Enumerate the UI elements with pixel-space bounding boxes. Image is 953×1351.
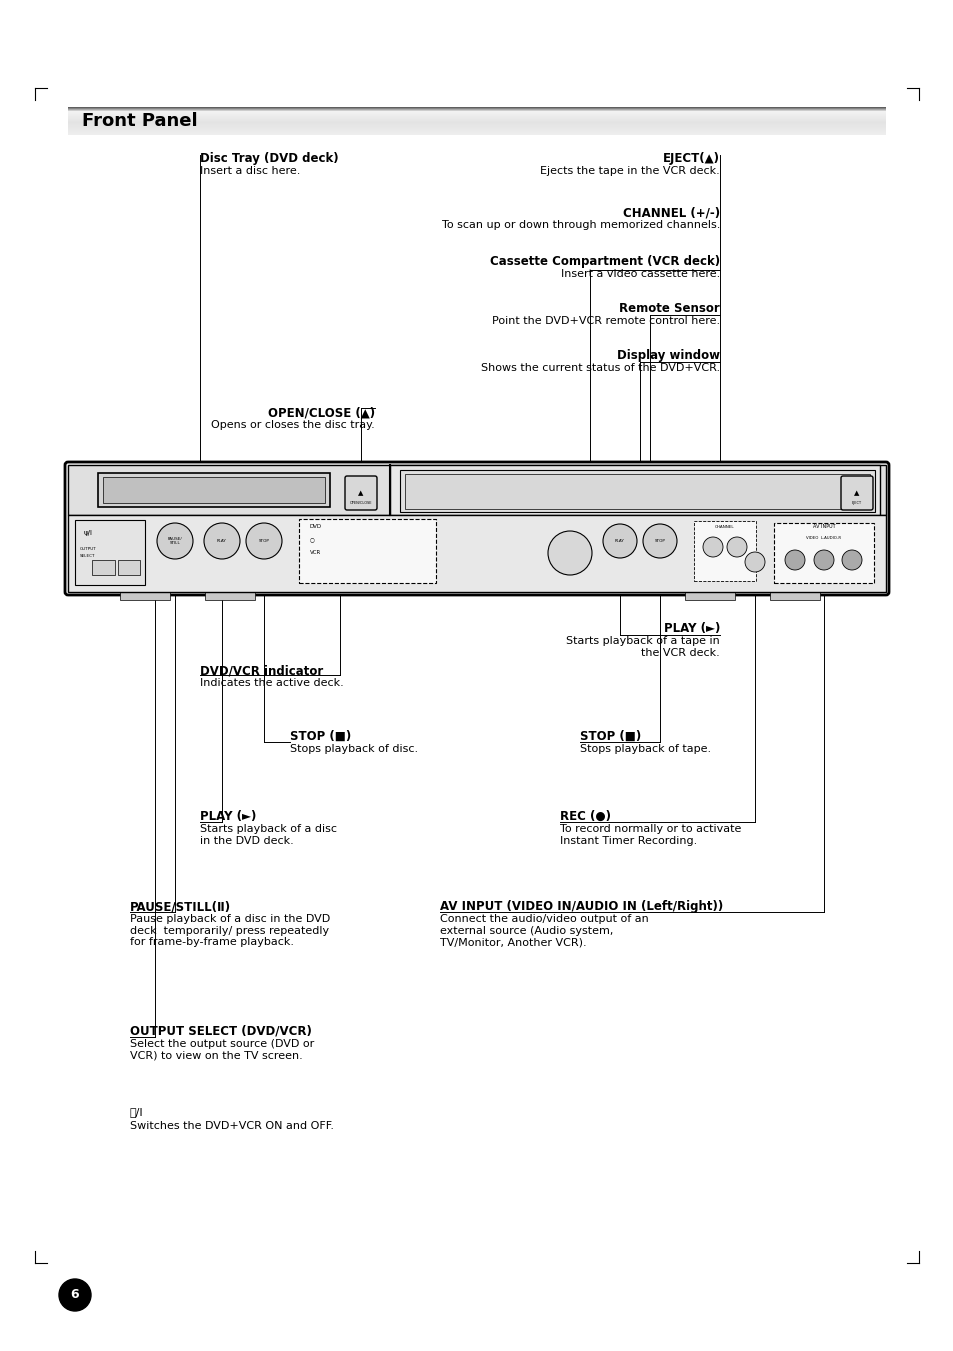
Text: Select the output source (DVD or
VCR) to view on the TV screen.: Select the output source (DVD or VCR) to…	[130, 1039, 314, 1061]
Text: Opens or closes the disc tray.: Opens or closes the disc tray.	[211, 420, 375, 430]
Text: Cassette Compartment (VCR deck): Cassette Compartment (VCR deck)	[489, 255, 720, 267]
Circle shape	[642, 524, 677, 558]
FancyBboxPatch shape	[65, 462, 888, 594]
Text: PAUSE/
STILL: PAUSE/ STILL	[168, 536, 182, 546]
Text: REC (●): REC (●)	[559, 811, 610, 823]
Text: Insert a disc here.: Insert a disc here.	[200, 166, 300, 176]
FancyBboxPatch shape	[693, 521, 755, 581]
Text: OPEN/CLOSE (▲): OPEN/CLOSE (▲)	[268, 407, 375, 419]
Bar	[91, 561, 115, 576]
FancyBboxPatch shape	[298, 519, 436, 584]
Bar	[390, 465, 879, 515]
Text: DVD/VCR indicator: DVD/VCR indicator	[200, 663, 323, 677]
Circle shape	[157, 523, 193, 559]
Text: Switches the DVD+VCR ON and OFF.: Switches the DVD+VCR ON and OFF.	[130, 1121, 334, 1131]
Circle shape	[204, 523, 240, 559]
Text: ▲: ▲	[358, 490, 363, 496]
Circle shape	[744, 553, 764, 571]
Circle shape	[726, 536, 746, 557]
Text: To record normally or to activate
Instant Timer Recording.: To record normally or to activate Instan…	[559, 824, 740, 846]
Bar	[68, 465, 885, 515]
Text: PLAY (►): PLAY (►)	[200, 811, 256, 823]
Text: AV INPUT: AV INPUT	[812, 524, 835, 530]
Text: PAUSE/STILL(Ⅱ): PAUSE/STILL(Ⅱ)	[130, 900, 231, 913]
Text: EJECT(▲): EJECT(▲)	[662, 153, 720, 165]
Text: PLAY: PLAY	[217, 539, 227, 543]
Circle shape	[784, 550, 804, 570]
Text: PLAY (►): PLAY (►)	[663, 621, 720, 635]
Bar	[405, 474, 869, 509]
Text: AV INPUT (VIDEO IN/AUDIO IN (Left/Right)): AV INPUT (VIDEO IN/AUDIO IN (Left/Right)…	[439, 900, 722, 913]
Text: STOP: STOP	[654, 539, 665, 543]
Bar	[205, 588, 254, 600]
Circle shape	[547, 531, 592, 576]
Text: Indicates the active deck.: Indicates the active deck.	[200, 678, 343, 688]
Bar	[68, 515, 885, 592]
Text: To scan up or down through memorized channels.: To scan up or down through memorized cha…	[441, 220, 720, 230]
Bar	[399, 470, 874, 512]
Text: ⏻/I: ⏻/I	[130, 1106, 144, 1117]
Text: Stops playback of disc.: Stops playback of disc.	[290, 744, 417, 754]
Text: ψ/I: ψ/I	[84, 530, 92, 536]
Text: Point the DVD+VCR remote control here.: Point the DVD+VCR remote control here.	[492, 316, 720, 326]
Text: VCR: VCR	[310, 550, 321, 555]
Bar	[103, 477, 325, 503]
Bar	[769, 588, 820, 600]
Bar	[118, 561, 140, 576]
Text: OUTPUT: OUTPUT	[79, 547, 96, 551]
Text: CHANNEL: CHANNEL	[715, 526, 734, 530]
Circle shape	[813, 550, 833, 570]
Text: Connect the audio/video output of an
external source (Audio system,
TV/Monitor, : Connect the audio/video output of an ext…	[439, 915, 648, 947]
FancyBboxPatch shape	[773, 523, 873, 584]
Text: ○: ○	[310, 538, 314, 543]
Bar	[75, 520, 145, 585]
Text: STOP: STOP	[258, 539, 269, 543]
Text: OUTPUT SELECT (DVD/VCR): OUTPUT SELECT (DVD/VCR)	[130, 1025, 312, 1038]
Text: Ejects the tape in the VCR deck.: Ejects the tape in the VCR deck.	[539, 166, 720, 176]
Text: ▲: ▲	[854, 490, 859, 496]
Text: EJECT: EJECT	[851, 501, 862, 505]
Text: CHANNEL (+/-): CHANNEL (+/-)	[622, 205, 720, 219]
Text: STOP (■): STOP (■)	[579, 730, 640, 743]
Text: STOP (■): STOP (■)	[290, 730, 351, 743]
FancyBboxPatch shape	[841, 476, 872, 509]
Text: Front Panel: Front Panel	[82, 112, 197, 130]
Text: Disc Tray (DVD deck): Disc Tray (DVD deck)	[200, 153, 338, 165]
Text: Stops playback of tape.: Stops playback of tape.	[579, 744, 710, 754]
Text: Pause playback of a disc in the DVD
deck  temporarily/ press repeatedly
for fram: Pause playback of a disc in the DVD deck…	[130, 915, 330, 947]
Circle shape	[246, 523, 282, 559]
Text: Starts playback of a disc
in the DVD deck.: Starts playback of a disc in the DVD dec…	[200, 824, 336, 846]
Bar	[98, 473, 330, 507]
Text: OPEN/CLOSE: OPEN/CLOSE	[350, 501, 372, 505]
FancyBboxPatch shape	[345, 476, 376, 509]
Circle shape	[702, 536, 722, 557]
Text: Display window: Display window	[617, 349, 720, 362]
Bar	[684, 588, 734, 600]
Text: 6: 6	[71, 1289, 79, 1301]
Text: Insert a video cassette here.: Insert a video cassette here.	[560, 269, 720, 280]
Bar	[120, 588, 170, 600]
Circle shape	[59, 1279, 91, 1310]
Text: VIDEO  L-AUDIO-R: VIDEO L-AUDIO-R	[805, 536, 841, 540]
Circle shape	[841, 550, 862, 570]
Text: Starts playback of a tape in
the VCR deck.: Starts playback of a tape in the VCR dec…	[566, 636, 720, 658]
Text: DVD: DVD	[310, 524, 322, 530]
Circle shape	[602, 524, 637, 558]
Text: Remote Sensor: Remote Sensor	[618, 303, 720, 315]
Text: PLAY: PLAY	[615, 539, 624, 543]
Text: Shows the current status of the DVD+VCR.: Shows the current status of the DVD+VCR.	[480, 363, 720, 373]
Text: SELECT: SELECT	[80, 554, 95, 558]
